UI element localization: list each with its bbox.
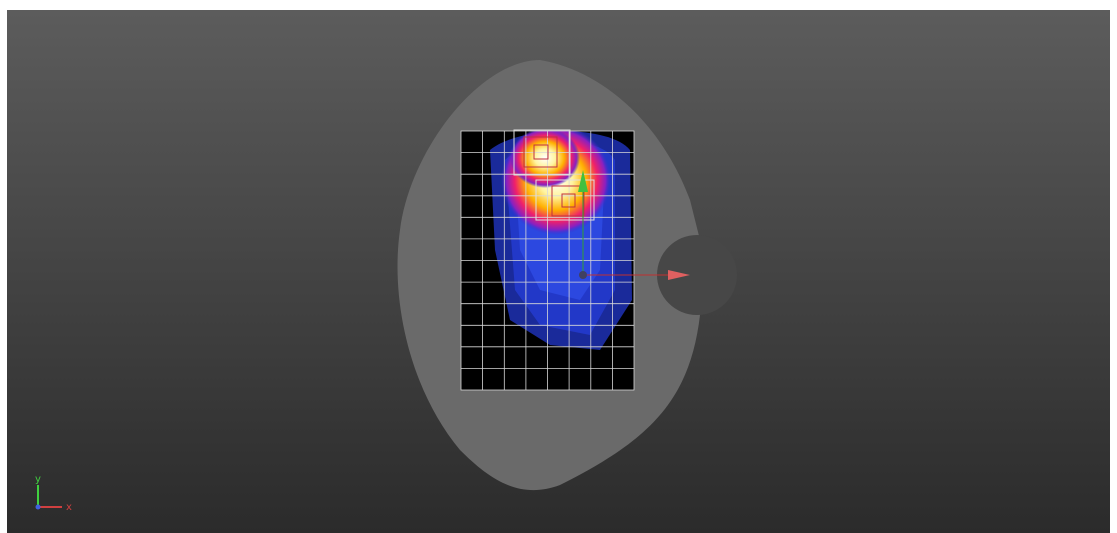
gizmo-z <box>35 504 41 510</box>
y-arrow-head <box>578 170 588 192</box>
x-arrow-head <box>668 270 690 280</box>
heatmap <box>490 131 632 350</box>
gizmo-x-label: x <box>66 502 72 513</box>
axis-gizmo: y x <box>35 474 72 513</box>
gizmo-y-label: y <box>35 474 41 485</box>
sensor-boxes <box>513 129 595 221</box>
origin <box>579 271 587 279</box>
notch <box>657 235 737 315</box>
